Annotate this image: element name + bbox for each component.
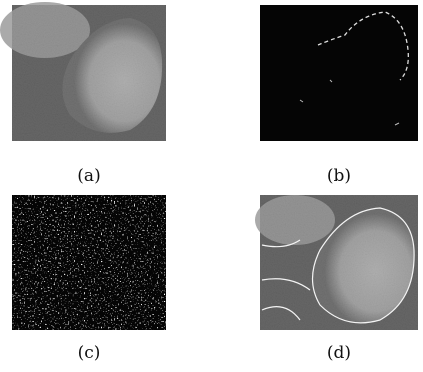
figure: (a) (b) (c) (d) (0, 0, 423, 372)
panel-label: (a) (77, 166, 100, 186)
panel-label: (c) (78, 343, 101, 363)
image-panel (260, 5, 418, 141)
panel-label: (b) (327, 166, 351, 186)
image-panel (255, 195, 418, 330)
image-panel (12, 195, 166, 330)
image-panel (0, 2, 166, 141)
panel-label: (d) (327, 343, 351, 363)
